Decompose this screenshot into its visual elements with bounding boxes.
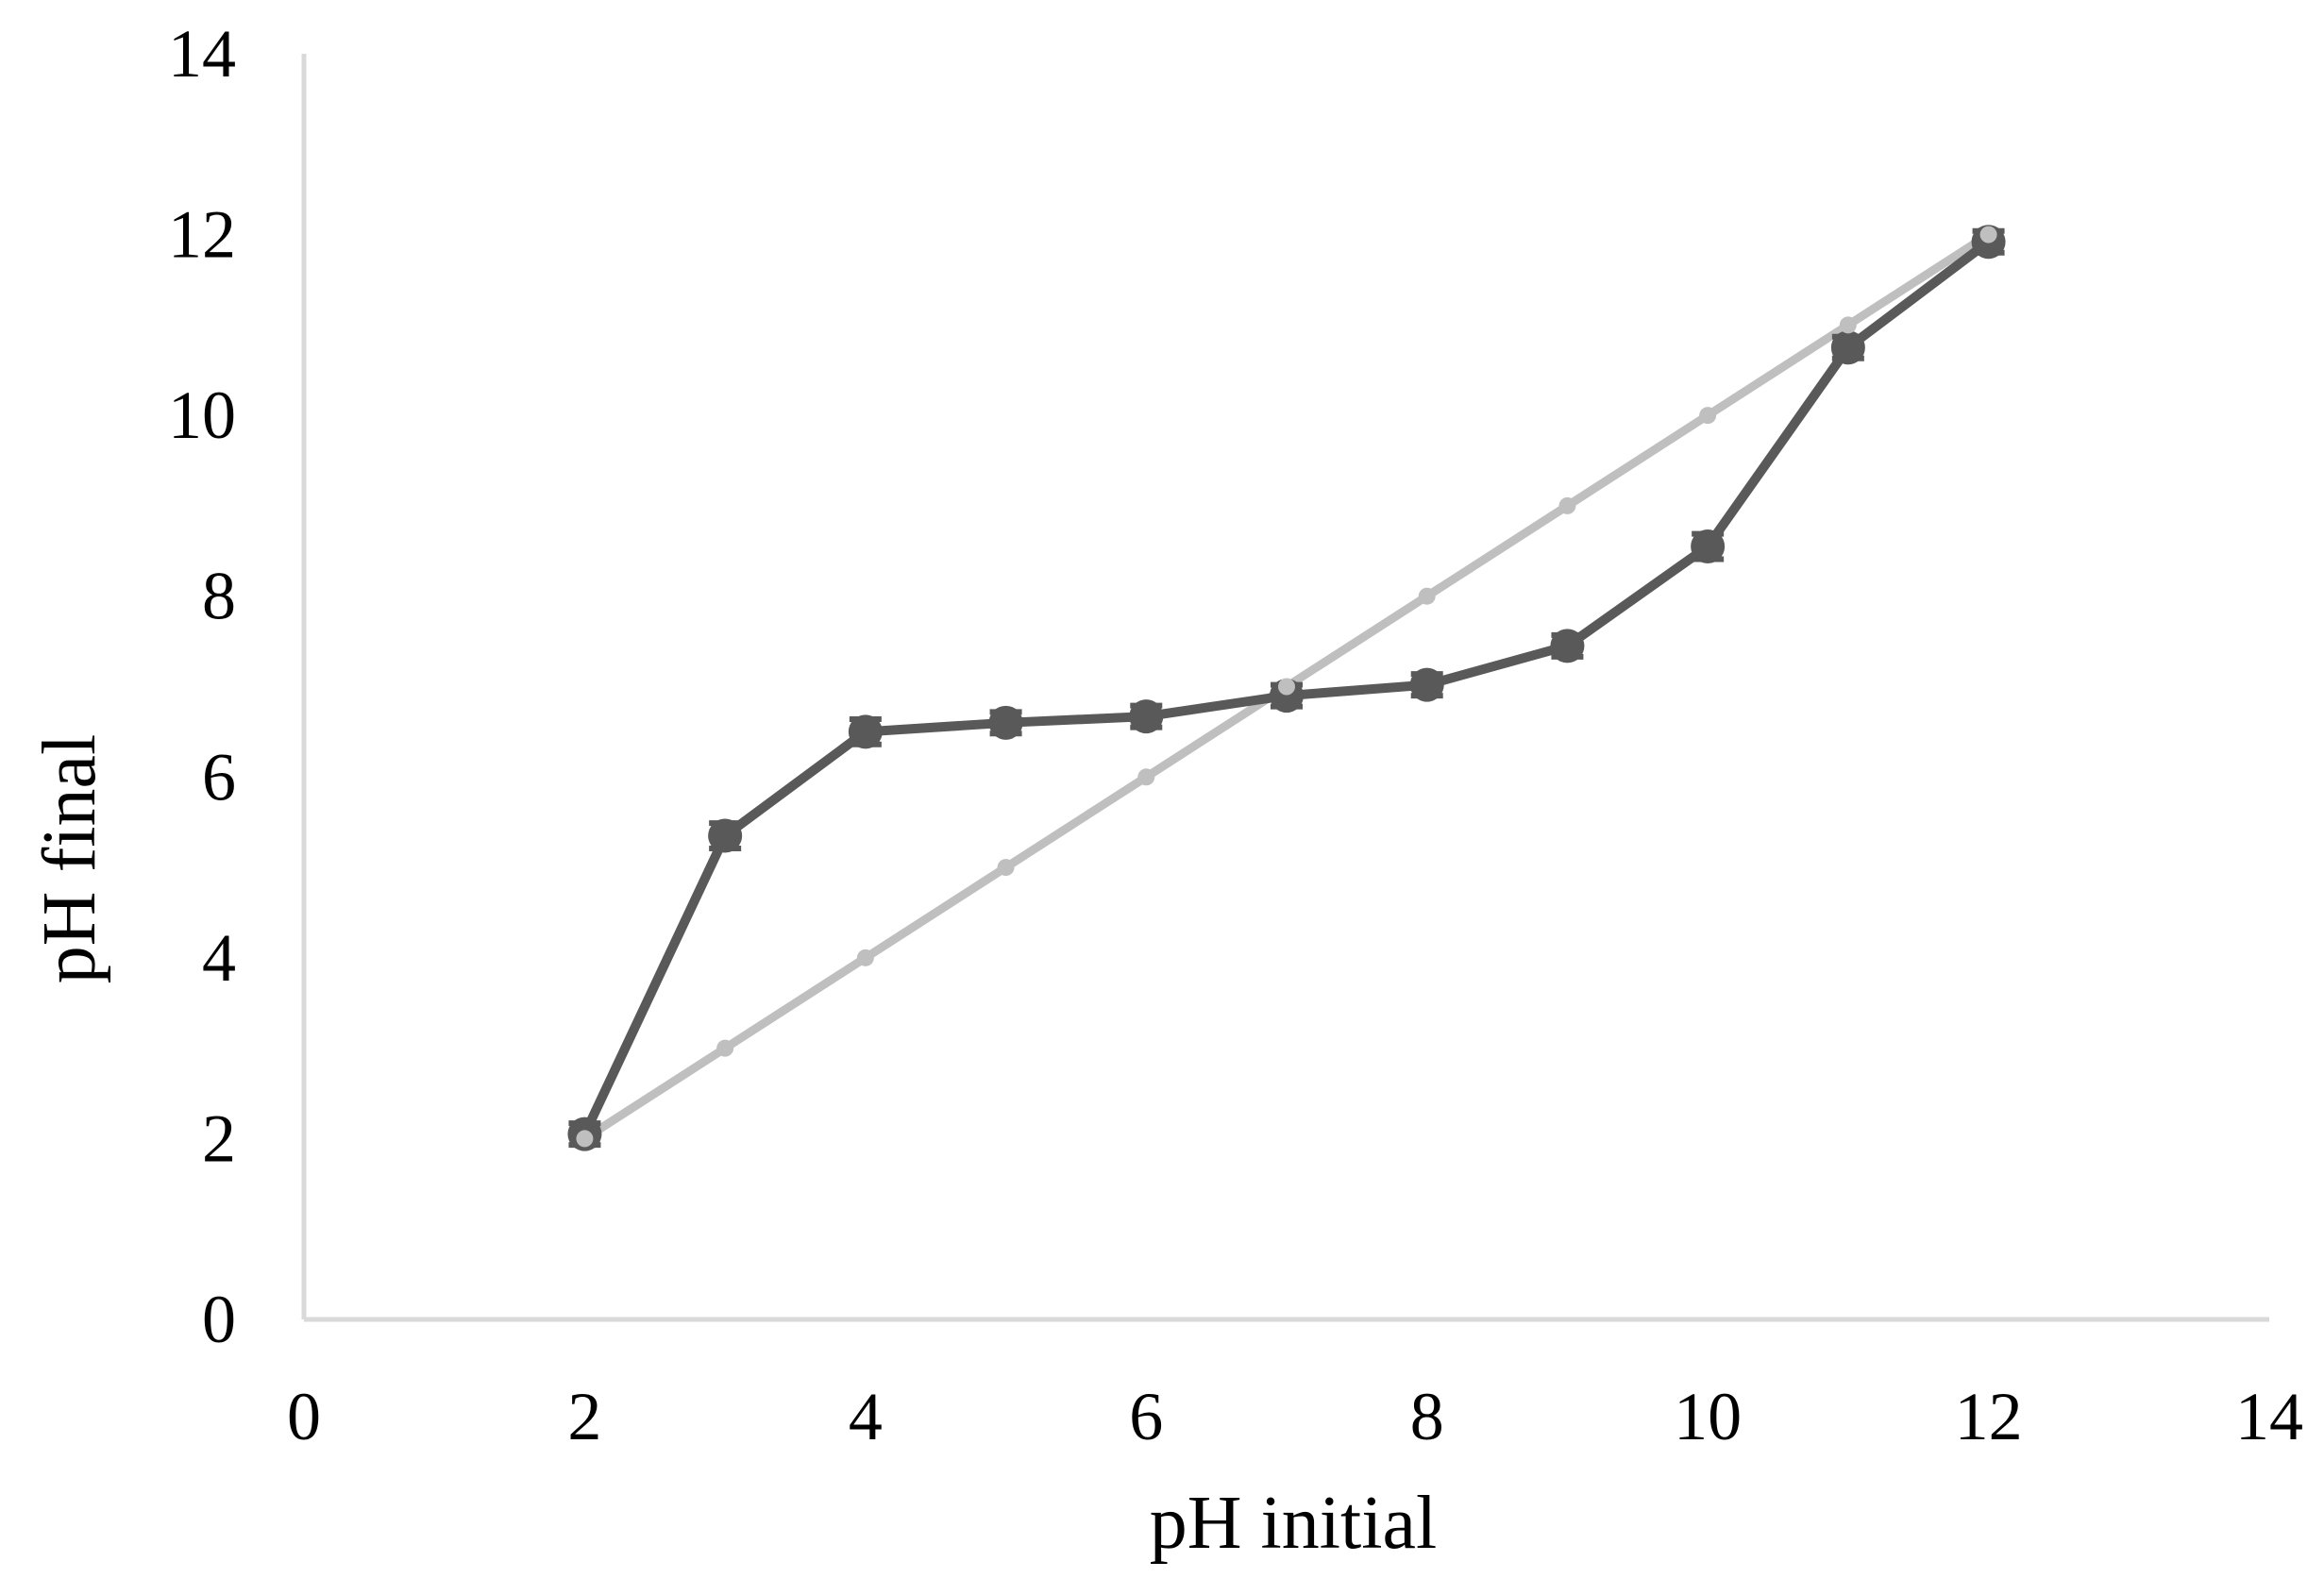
measured-point [1129, 699, 1164, 734]
measured-point [1550, 629, 1585, 663]
x-tick-label: 2 [567, 1379, 601, 1454]
x-tick-label: 4 [849, 1379, 883, 1454]
x-tick-label: 0 [287, 1379, 321, 1454]
reference-point [1979, 226, 1997, 243]
x-tick-label: 12 [1955, 1379, 2023, 1454]
y-tick-label: 8 [202, 559, 236, 634]
measured-point [708, 818, 743, 853]
measured-point [1830, 330, 1865, 365]
x-tick-label: 14 [2235, 1379, 2303, 1454]
x-tick-label: 10 [1674, 1379, 1742, 1454]
series [567, 225, 2006, 1151]
y-tick-label: 14 [168, 16, 236, 92]
y-tick-label: 2 [202, 1100, 236, 1176]
reference-point [1839, 316, 1857, 334]
axes [301, 54, 2269, 1322]
reference-point [716, 1039, 734, 1057]
reference-point [1418, 587, 1436, 605]
reference-point [1699, 407, 1717, 425]
reference-point [1558, 496, 1576, 514]
measured-point [1409, 667, 1444, 702]
y-tick-label: 10 [168, 378, 236, 453]
reference-point [1278, 678, 1295, 696]
reference-point [856, 949, 874, 966]
measured-point [988, 705, 1023, 740]
y-tick-label: 4 [202, 920, 236, 996]
y-axis-label: pH final [28, 734, 111, 983]
y-tick-label: 12 [168, 197, 236, 273]
x-tick-label: 6 [1129, 1379, 1163, 1454]
y-tick-label: 6 [202, 739, 236, 814]
tick-labels: 0 2 4 6 8 10 12 14 0 2 4 6 8 10 12 14 [168, 16, 2303, 1454]
reference-point [1137, 768, 1155, 786]
x-tick-label: 8 [1410, 1379, 1444, 1454]
reference-point [997, 859, 1015, 877]
measured-point [848, 714, 883, 749]
reference-point [576, 1130, 594, 1148]
measured-point [1270, 679, 1304, 714]
y-tick-label: 0 [202, 1282, 236, 1357]
measured-point [1691, 529, 1726, 564]
x-axis-label: pH initial [1150, 1482, 1437, 1565]
